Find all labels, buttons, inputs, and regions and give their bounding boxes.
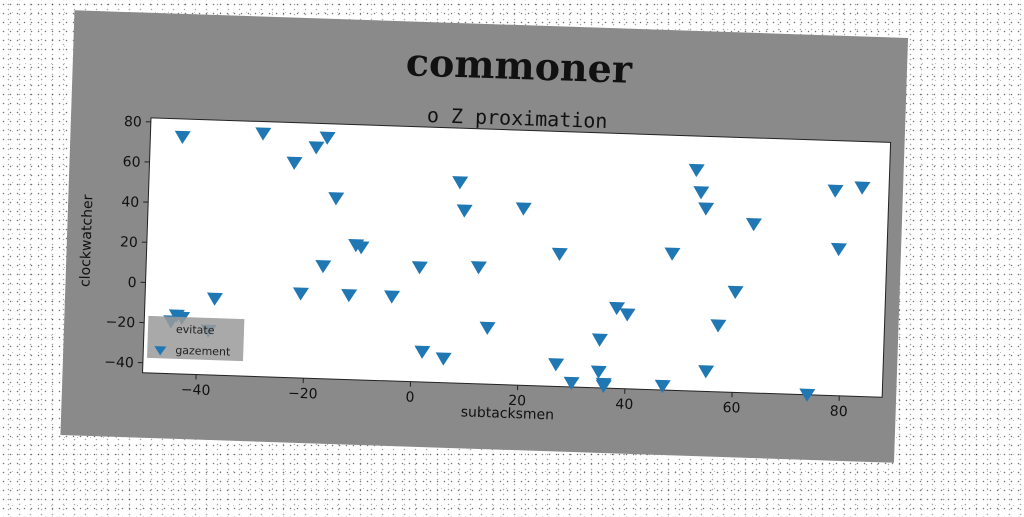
x-axis-label: subtacksmen [460, 404, 554, 423]
x-tick-label: −20 [288, 386, 318, 403]
x-tick-label: 0 [405, 389, 414, 405]
x-tick-label: 40 [615, 396, 633, 413]
y-tick-label: 60 [122, 154, 140, 171]
plot-area [143, 118, 891, 397]
y-tick-label: −40 [104, 354, 134, 371]
y-tick-label: −20 [105, 314, 135, 331]
legend-label-gazement: gazement [175, 344, 231, 359]
y-tick-label: 80 [124, 114, 142, 131]
y-axis-label: clockwatcher [77, 194, 96, 287]
y-tick-label: 0 [127, 275, 136, 291]
chart-title: commoner [405, 39, 633, 92]
x-tick-label: 60 [722, 400, 740, 417]
y-tick-label: 20 [120, 234, 138, 251]
legend-label-evitate: evitate [176, 323, 215, 337]
x-tick-label: 80 [830, 404, 848, 421]
x-tick-label: −40 [181, 382, 211, 399]
y-tick-label: 40 [121, 194, 139, 211]
legend: evitate gazement [147, 316, 244, 361]
